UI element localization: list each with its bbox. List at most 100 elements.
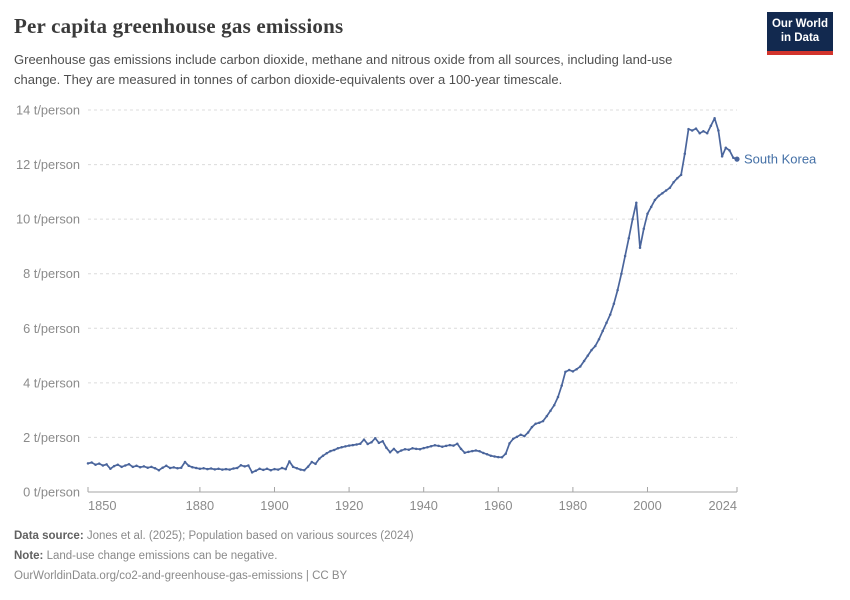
- data-point-marker: [157, 468, 161, 472]
- x-axis-tick-label: 1850: [88, 498, 116, 513]
- data-point-marker: [179, 466, 183, 469]
- y-axis-tick-label: 4 t/person: [23, 375, 80, 390]
- y-axis-tick-label: 12 t/person: [16, 157, 80, 172]
- data-point-marker: [90, 461, 93, 464]
- data-source-label: Data source:: [14, 530, 84, 542]
- data-point-marker: [526, 431, 530, 434]
- y-axis-tick-label: 2 t/person: [23, 430, 80, 445]
- data-point-marker: [698, 131, 701, 135]
- data-point-marker: [280, 466, 284, 470]
- data-point-marker: [381, 439, 384, 443]
- data-point-marker: [187, 464, 190, 468]
- y-axis-tick-label: 0 t/person: [23, 485, 80, 500]
- data-point-marker: [224, 467, 228, 471]
- data-point-marker: [101, 464, 105, 467]
- data-point-marker: [571, 370, 575, 373]
- data-point-marker: [262, 468, 265, 472]
- data-source-text: Jones et al. (2025); Population based on…: [86, 530, 414, 542]
- data-point-marker: [422, 446, 425, 450]
- data-point-marker: [702, 130, 705, 133]
- data-point-marker: [519, 433, 522, 436]
- data-point-marker: [672, 181, 675, 184]
- data-point-marker: [295, 467, 299, 470]
- url-license-line[interactable]: OurWorldinData.org/co2-and-greenhouse-ga…: [14, 569, 348, 582]
- data-point-marker: [523, 434, 526, 438]
- data-point-marker: [411, 447, 414, 450]
- data-point-marker: [276, 468, 280, 471]
- data-point-marker: [541, 419, 545, 423]
- note-text: Land-use change emissions can be negativ…: [46, 549, 278, 562]
- note-label: Note:: [14, 549, 44, 562]
- data-point-marker: [649, 205, 653, 209]
- chart-footer: Data source: Jones et al. (2025); Popula…: [14, 527, 414, 586]
- x-axis-tick-label: 2024: [709, 498, 737, 513]
- data-point-marker: [452, 444, 455, 447]
- series-entity-label[interactable]: South Korea: [744, 152, 817, 167]
- data-point-marker: [705, 131, 709, 135]
- data-point-marker: [265, 467, 269, 471]
- data-point-marker: [418, 447, 422, 451]
- data-point-marker: [608, 313, 612, 316]
- data-point-marker: [664, 189, 668, 192]
- data-point-marker: [500, 456, 504, 459]
- data-point-marker: [221, 468, 224, 471]
- data-point-marker: [456, 442, 459, 445]
- data-point-marker: [314, 462, 317, 466]
- data-point-marker: [131, 465, 135, 469]
- data-point-marker: [560, 384, 563, 387]
- data-point-marker: [359, 442, 362, 445]
- data-point-marker: [176, 467, 179, 470]
- data-point-marker: [545, 414, 549, 418]
- data-point-marker: [153, 467, 157, 470]
- data-point-marker: [642, 227, 646, 230]
- data-point-marker: [288, 460, 291, 463]
- data-point-marker: [291, 465, 295, 469]
- data-point-marker: [400, 449, 403, 452]
- data-point-marker: [385, 446, 388, 450]
- owid-logo[interactable]: Our World in Data: [767, 12, 833, 55]
- data-point-marker: [332, 448, 336, 452]
- data-point-marker: [321, 454, 325, 457]
- data-point-marker: [426, 446, 429, 449]
- x-axis-tick-label: 2000: [633, 498, 661, 513]
- data-point-marker: [258, 467, 261, 471]
- data-point-marker: [373, 436, 377, 440]
- data-point-marker: [228, 468, 231, 471]
- data-point-marker: [172, 466, 176, 469]
- data-point-marker: [448, 443, 452, 447]
- data-point-marker: [235, 466, 239, 470]
- data-point-marker: [646, 212, 649, 215]
- data-point-marker: [325, 452, 328, 455]
- data-point-marker: [579, 365, 582, 368]
- data-point-marker: [720, 155, 724, 158]
- data-point-marker: [202, 467, 205, 470]
- data-point-marker: [597, 337, 601, 341]
- data-point-marker: [620, 272, 623, 275]
- owid-logo-line2: in Data: [780, 31, 820, 44]
- series-end-dot: [734, 156, 740, 162]
- data-point-marker: [601, 329, 604, 333]
- data-point-marker: [717, 129, 720, 132]
- data-point-marker: [657, 194, 660, 198]
- data-point-marker: [668, 186, 672, 190]
- data-point-marker: [273, 467, 276, 471]
- data-point-marker: [679, 173, 683, 177]
- data-point-marker: [168, 466, 172, 470]
- data-point-marker: [336, 447, 340, 450]
- data-point-marker: [351, 443, 355, 447]
- data-point-marker: [194, 466, 198, 470]
- data-point-marker: [709, 124, 713, 128]
- series-line-south-korea[interactable]: [87, 117, 738, 474]
- data-point-marker: [605, 321, 608, 325]
- data-point-marker: [463, 451, 466, 454]
- data-point-marker: [366, 442, 369, 446]
- data-point-marker: [594, 344, 597, 348]
- data-point-marker: [254, 469, 258, 472]
- data-point-marker: [690, 129, 694, 132]
- data-point-marker: [623, 254, 627, 258]
- data-point-marker: [112, 464, 116, 468]
- x-axis-tick-label: 1880: [186, 498, 214, 513]
- data-point-marker: [612, 302, 616, 305]
- data-point-marker: [552, 403, 556, 407]
- data-point-marker: [414, 447, 418, 451]
